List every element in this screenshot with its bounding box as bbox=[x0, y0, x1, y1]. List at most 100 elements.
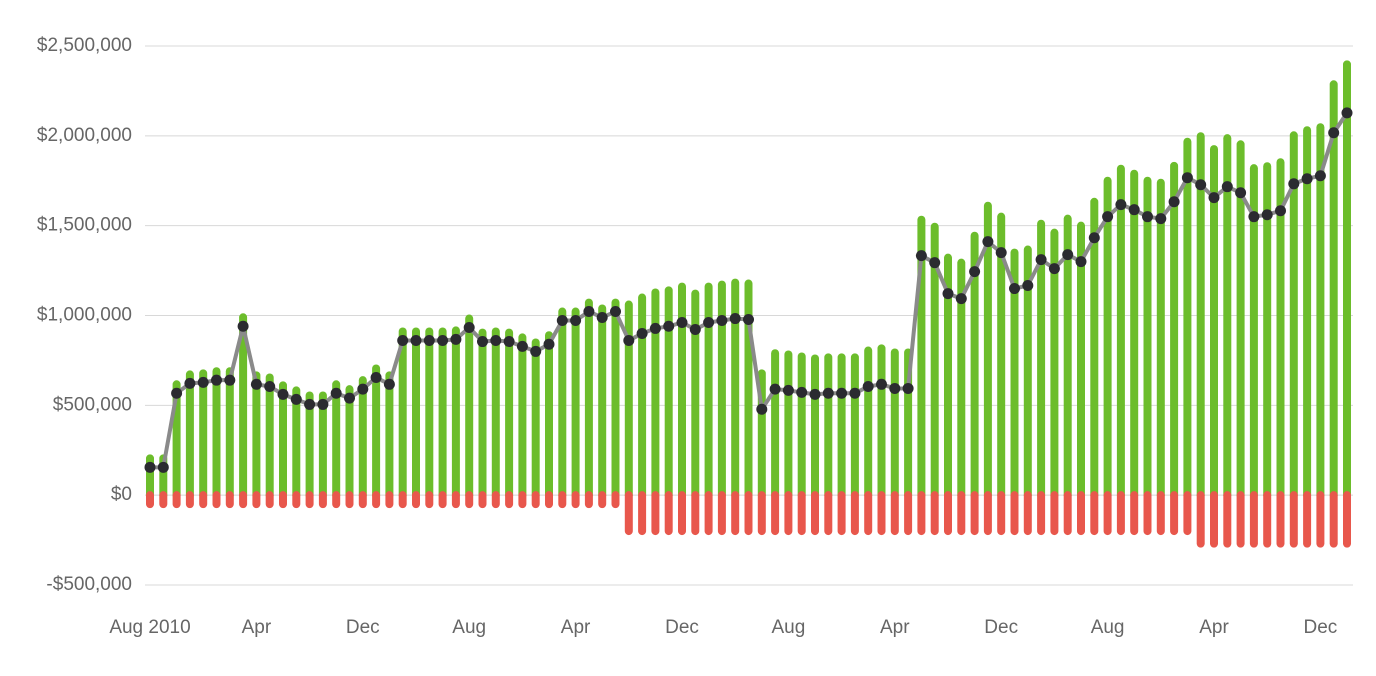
bar bbox=[970, 231, 979, 500]
point bbox=[1341, 107, 1353, 119]
bar bbox=[837, 353, 846, 500]
point bbox=[610, 306, 621, 318]
point bbox=[1248, 211, 1260, 223]
bar bbox=[465, 491, 474, 509]
bar bbox=[1316, 123, 1325, 500]
point bbox=[264, 380, 276, 392]
bar bbox=[1249, 491, 1258, 548]
bar bbox=[1263, 491, 1272, 548]
point bbox=[437, 334, 449, 346]
bar bbox=[438, 491, 447, 509]
bar bbox=[425, 491, 434, 509]
point bbox=[1009, 283, 1020, 295]
bar bbox=[1289, 131, 1298, 500]
bar bbox=[691, 491, 700, 536]
point bbox=[1221, 181, 1233, 193]
y-tick-label: $2,500,000 bbox=[37, 35, 132, 56]
bar bbox=[1130, 169, 1139, 500]
point bbox=[743, 313, 754, 325]
bar bbox=[1143, 176, 1152, 500]
bar bbox=[704, 491, 713, 536]
point bbox=[463, 322, 475, 334]
bar bbox=[505, 491, 514, 509]
bar bbox=[1276, 491, 1285, 548]
point bbox=[1181, 172, 1193, 184]
point bbox=[503, 336, 515, 348]
point bbox=[250, 378, 262, 390]
bar bbox=[1210, 491, 1218, 548]
bar bbox=[1249, 164, 1258, 500]
point bbox=[1022, 279, 1034, 291]
point bbox=[570, 315, 582, 327]
bar bbox=[1289, 491, 1298, 548]
bar bbox=[930, 491, 939, 536]
bar bbox=[997, 212, 1006, 500]
point bbox=[224, 374, 236, 386]
bar bbox=[651, 288, 660, 500]
bar bbox=[731, 278, 740, 500]
bar bbox=[890, 348, 899, 500]
bar bbox=[811, 354, 819, 500]
bar bbox=[1156, 178, 1165, 500]
point bbox=[623, 334, 635, 346]
point bbox=[330, 387, 342, 399]
point bbox=[1115, 199, 1127, 211]
bar bbox=[199, 369, 208, 500]
bar bbox=[904, 491, 913, 536]
point bbox=[1288, 178, 1300, 190]
bar bbox=[1343, 60, 1351, 500]
bar bbox=[239, 491, 248, 509]
bar bbox=[1183, 137, 1192, 500]
point bbox=[543, 338, 555, 350]
point bbox=[703, 317, 715, 329]
bar bbox=[518, 333, 527, 500]
bar bbox=[398, 491, 407, 509]
bar bbox=[983, 201, 992, 500]
x-tick-label: Dec bbox=[984, 617, 1018, 638]
point bbox=[357, 383, 369, 395]
bar bbox=[318, 391, 327, 500]
point bbox=[211, 374, 222, 386]
bar bbox=[425, 327, 434, 500]
point bbox=[157, 461, 169, 473]
point bbox=[663, 320, 675, 332]
bar bbox=[811, 491, 819, 536]
bar bbox=[1170, 491, 1179, 536]
point bbox=[197, 376, 209, 388]
bar bbox=[957, 258, 966, 500]
point bbox=[1328, 127, 1340, 139]
point bbox=[370, 371, 382, 383]
bar bbox=[1077, 221, 1085, 500]
x-tick-label: Aug bbox=[452, 617, 486, 638]
bar bbox=[1170, 161, 1179, 500]
point bbox=[144, 461, 156, 473]
point bbox=[1088, 232, 1100, 244]
point bbox=[782, 384, 794, 396]
point bbox=[1261, 209, 1273, 221]
bar bbox=[784, 350, 793, 500]
point bbox=[237, 320, 249, 332]
bar bbox=[1303, 491, 1312, 548]
bar bbox=[1276, 158, 1285, 500]
point bbox=[556, 315, 568, 327]
bar bbox=[983, 491, 992, 536]
bar bbox=[1037, 491, 1046, 536]
point bbox=[769, 383, 781, 395]
bar bbox=[957, 491, 966, 536]
x-tick-label: Dec bbox=[665, 617, 699, 638]
bar bbox=[890, 491, 899, 536]
bar bbox=[518, 491, 527, 509]
point bbox=[410, 334, 422, 346]
bar bbox=[1223, 491, 1232, 548]
bar bbox=[1063, 214, 1072, 500]
bar bbox=[558, 307, 567, 500]
bar bbox=[252, 371, 261, 500]
bar bbox=[265, 491, 274, 509]
bar bbox=[717, 491, 726, 536]
bar bbox=[172, 491, 181, 509]
point bbox=[583, 306, 595, 318]
bar bbox=[1236, 140, 1245, 500]
point bbox=[756, 403, 768, 415]
bar bbox=[1130, 491, 1139, 536]
